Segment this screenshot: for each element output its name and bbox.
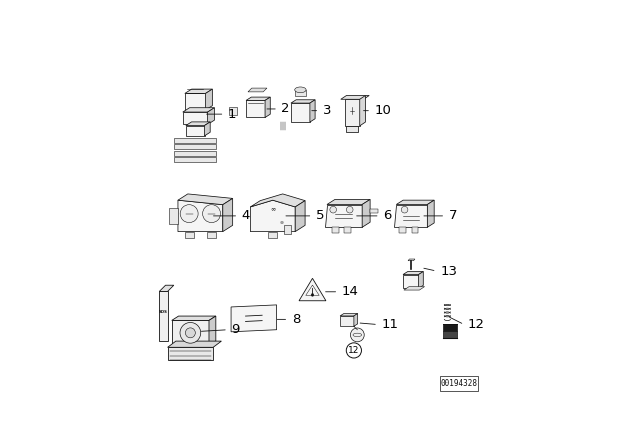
Polygon shape [185,94,205,110]
Text: 3: 3 [323,104,332,117]
Text: 10: 10 [374,104,392,117]
Text: 12: 12 [468,318,484,331]
Text: 9: 9 [232,323,240,336]
Polygon shape [332,227,339,233]
Polygon shape [362,199,370,227]
Circle shape [346,343,362,358]
Polygon shape [412,227,419,233]
Circle shape [311,293,314,296]
Polygon shape [340,316,354,326]
Polygon shape [207,108,214,125]
Circle shape [203,205,221,223]
Polygon shape [183,108,214,112]
Circle shape [401,207,408,213]
Polygon shape [178,194,233,205]
Polygon shape [268,232,277,238]
Polygon shape [299,278,326,301]
Polygon shape [443,332,457,338]
Polygon shape [325,204,362,227]
Text: 13: 13 [440,265,457,278]
Polygon shape [354,314,358,326]
Polygon shape [175,144,216,149]
Polygon shape [248,88,267,92]
Polygon shape [428,200,434,227]
Polygon shape [294,90,306,95]
Polygon shape [443,324,457,332]
Polygon shape [344,227,351,233]
Polygon shape [404,287,424,290]
Polygon shape [169,208,178,224]
Polygon shape [408,259,415,261]
Polygon shape [265,97,270,117]
Text: 8: 8 [292,313,300,326]
Polygon shape [205,122,210,136]
Text: 4: 4 [242,209,250,222]
Polygon shape [172,316,216,320]
Polygon shape [178,200,223,232]
Polygon shape [340,314,358,316]
Text: SOS: SOS [159,310,168,314]
Circle shape [186,328,195,338]
Polygon shape [186,125,205,136]
Text: 1: 1 [228,108,236,121]
Text: 5: 5 [316,209,324,222]
Polygon shape [231,305,276,332]
Text: 00194328: 00194328 [440,379,477,388]
Polygon shape [291,103,310,122]
Polygon shape [284,225,291,234]
Polygon shape [403,271,423,275]
Polygon shape [295,201,305,232]
Polygon shape [168,341,221,347]
Polygon shape [250,200,295,232]
Polygon shape [419,271,423,289]
Polygon shape [207,232,216,238]
Polygon shape [396,200,434,204]
Polygon shape [394,204,428,227]
Polygon shape [183,112,207,125]
Circle shape [346,207,353,213]
Text: 7: 7 [449,209,457,222]
Polygon shape [175,157,216,162]
Polygon shape [168,347,213,360]
Polygon shape [159,285,174,292]
Polygon shape [291,100,315,103]
Polygon shape [370,209,378,213]
Polygon shape [246,97,270,100]
Polygon shape [360,95,365,126]
Polygon shape [185,232,194,238]
Circle shape [180,205,198,223]
Circle shape [180,323,201,343]
Polygon shape [223,198,233,232]
Polygon shape [185,89,212,94]
Bar [440,375,478,391]
Polygon shape [186,122,210,125]
Circle shape [351,328,364,342]
Text: 12: 12 [348,346,360,355]
Text: 6: 6 [383,209,392,222]
Polygon shape [310,100,315,122]
Polygon shape [159,292,168,341]
Polygon shape [209,316,216,345]
Polygon shape [346,126,358,132]
Polygon shape [250,194,305,207]
Polygon shape [175,151,216,155]
Text: 14: 14 [342,285,358,298]
Polygon shape [175,138,216,143]
Polygon shape [403,275,419,289]
Polygon shape [399,227,406,233]
Text: ∞: ∞ [280,220,284,225]
Polygon shape [229,107,237,115]
Circle shape [330,207,337,213]
Polygon shape [306,285,319,295]
Ellipse shape [294,87,306,93]
Polygon shape [344,99,360,126]
Polygon shape [246,100,265,117]
Polygon shape [327,199,370,204]
Polygon shape [340,95,369,99]
Polygon shape [172,320,209,345]
Polygon shape [205,89,212,110]
Text: ∞: ∞ [270,207,275,211]
Text: 2: 2 [282,103,290,116]
Text: 11: 11 [381,318,399,331]
